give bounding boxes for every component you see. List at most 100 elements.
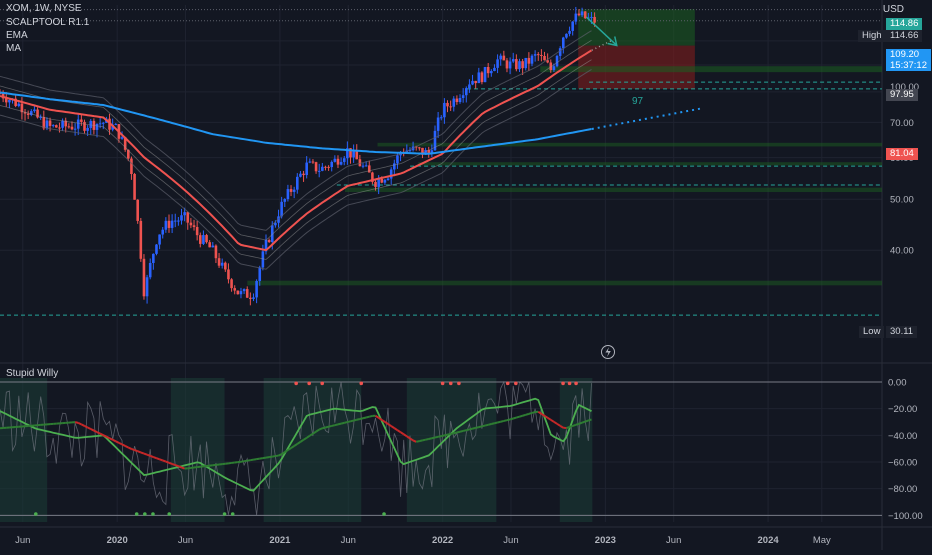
price-tick-label: 70.00 [890, 118, 914, 129]
currency-label: USD [883, 4, 904, 15]
indicator-scalptool-label[interactable]: SCALPTOOL R1.1 [6, 17, 89, 29]
osc-slow-segment [482, 426, 485, 427]
candle-body [534, 54, 537, 56]
candle-body [396, 155, 399, 163]
ema-band-inner-lower [0, 60, 592, 260]
osc-slow-segment [272, 456, 275, 457]
osc-slow-segment [319, 428, 322, 429]
support-zone-88 [540, 66, 882, 72]
candle-body [58, 128, 61, 129]
osc-top-marker [457, 382, 461, 386]
osc-slow-segment [376, 416, 379, 418]
candle-body [324, 167, 327, 168]
candle-body [258, 267, 261, 281]
candle-body [149, 263, 152, 277]
osc-slow-segment [147, 455, 150, 456]
support-zone-58 [418, 162, 882, 165]
candle-body [221, 263, 224, 266]
osc-slow-segment [394, 428, 397, 430]
candle-body [437, 118, 440, 131]
candle-body [8, 100, 11, 102]
osc-slow-segment [363, 417, 366, 418]
osc-slow-segment [498, 422, 501, 423]
osc-slow-segment [350, 421, 353, 422]
osc-slow-segment [360, 418, 363, 419]
candle-body [471, 81, 474, 85]
osc-slow-segment [110, 438, 113, 440]
candle-body [52, 125, 55, 126]
osc-slow-segment [335, 424, 338, 425]
price-tick-label: 50.00 [890, 195, 914, 206]
osc-slow-segment [332, 425, 335, 426]
candle-body [387, 179, 390, 180]
osc-shade-zone [264, 378, 362, 522]
candle-body [309, 162, 312, 163]
osc-slow-segment [419, 440, 422, 441]
osc-slow-segment [244, 461, 247, 462]
candle-body [384, 180, 387, 183]
osc-slow-segment [344, 422, 347, 423]
osc-slow-segment [275, 456, 278, 457]
osc-slow-segment [554, 422, 557, 424]
candle-body [487, 67, 490, 73]
ma-line [0, 93, 592, 154]
osc-slow-segment [479, 426, 482, 427]
osc-slow-segment [169, 463, 172, 464]
candle-body [418, 147, 421, 148]
symbol-title[interactable]: XOM, 1W, NYSE [6, 3, 82, 15]
candle-body [121, 137, 124, 139]
candle-body [218, 258, 221, 266]
candle-body [212, 246, 215, 248]
osc-slow-segment [125, 446, 128, 448]
osc-slow-segment [566, 427, 569, 428]
candle-body [152, 254, 155, 263]
candle-body [202, 235, 205, 244]
osc-bottom-marker [34, 512, 38, 516]
candle-body [315, 162, 318, 171]
candle-body [571, 22, 574, 31]
candle-body [161, 230, 164, 235]
osc-slow-segment [329, 426, 332, 427]
candle-body [531, 56, 534, 64]
osc-slow-segment [507, 419, 510, 420]
osc-slow-segment [510, 419, 513, 420]
candle-body [280, 202, 283, 217]
osc-slow-segment [491, 423, 494, 424]
indicator-ma-label[interactable]: MA [6, 43, 21, 55]
osc-slow-segment [385, 422, 388, 424]
osc-slow-segment [172, 464, 175, 465]
osc-slow-segment [81, 424, 84, 426]
candle-body [237, 291, 240, 295]
candle-body [337, 159, 340, 165]
osc-slow-segment [557, 424, 560, 426]
candle-body [465, 88, 468, 95]
candle-body [393, 163, 396, 169]
top-value-tag: 114.86 [886, 18, 922, 30]
candle-body [130, 159, 133, 174]
low-value-tag: 30.11 [886, 326, 917, 338]
osc-slow-segment [435, 437, 438, 438]
osc-slow-segment [163, 460, 166, 461]
candle-body [255, 281, 258, 297]
candle-body [233, 288, 236, 290]
osc-slow-segment [444, 435, 447, 436]
osc-slow-segment [347, 421, 350, 422]
candle-body [365, 165, 368, 166]
osc-slow-segment [156, 458, 159, 459]
candle-body [249, 298, 252, 299]
candle-body [362, 166, 365, 167]
osc-slow-segment [263, 458, 266, 459]
lower-pane-title[interactable]: Stupid Willy [6, 368, 58, 379]
time-axis-label: 2020 [107, 535, 128, 546]
osc-slow-segment [532, 412, 535, 413]
osc-slow-segment [469, 429, 472, 430]
osc-slow-segment [388, 424, 391, 426]
candle-body [96, 124, 99, 130]
osc-slow-segment [570, 426, 573, 427]
candle-body [296, 177, 299, 190]
high-value-tag: 114.66 [886, 30, 922, 42]
indicator-ema-label[interactable]: EMA [6, 30, 28, 42]
osc-slow-segment [91, 429, 94, 431]
